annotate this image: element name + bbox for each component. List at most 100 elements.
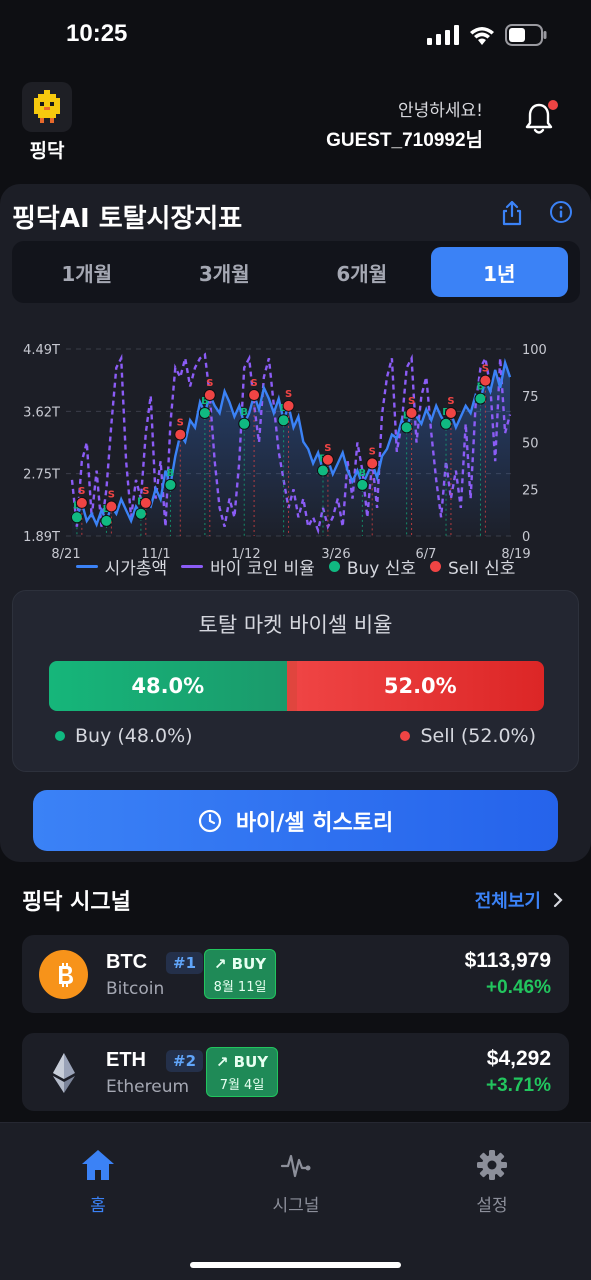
x-tick: 11/1 [141, 547, 170, 562]
tab-6-months[interactable]: 6개월 [336, 261, 388, 286]
ratio-bar: 48.0% 52.0% [49, 661, 544, 711]
sell-signal-marker [174, 428, 187, 441]
market-title: 핑닥AI 토탈시장지표 [12, 204, 243, 234]
sell-segment: 52.0% [296, 661, 544, 711]
y-left-tick: 4.49T [23, 343, 60, 358]
sell-signal-label: S [285, 389, 292, 400]
home-icon [82, 1150, 114, 1180]
buy-segment: 48.0% [49, 661, 287, 711]
notification-button[interactable] [524, 100, 560, 140]
y-right-tick: 100 [522, 343, 547, 358]
sell-signal-label: S [206, 378, 213, 389]
buy-sell-ratio-panel: 토탈 마켓 바이셀 비율 48.0% 52.0% Buy (48.0%) Sel… [12, 590, 579, 772]
app-logo[interactable] [22, 82, 72, 132]
market-cap-area [72, 362, 510, 536]
sell-ratio-legend: Sell (52.0%) [400, 725, 536, 747]
sell-signal-label: S [369, 446, 376, 457]
app-header: 핑닥 안녕하세요! GUEST_710992님 [0, 70, 591, 180]
buy-signal-label: B [201, 396, 209, 407]
buy-coin-ratio-line [70, 352, 512, 535]
buy-signal-marker [198, 407, 211, 420]
nav-settings[interactable]: 설정 [432, 1145, 552, 1216]
chick-logo-icon [34, 90, 60, 123]
signal-card-btc[interactable]: BTC #1 Bitcoin ↗ BUY 8월 11일 $113,979 +0.… [22, 935, 569, 1013]
buy-signal-marker [316, 464, 329, 477]
buy-signal-marker [164, 478, 177, 491]
buy-signal-marker [238, 417, 251, 430]
status-icons [427, 24, 547, 46]
status-bar: 10:25 [0, 0, 591, 70]
greeting-text: 안녕하세요! [397, 101, 483, 121]
sell-signal-label: S [250, 378, 257, 389]
clock: 10:25 [66, 20, 128, 47]
buy-signal-label: B [167, 468, 175, 479]
y-left-tick: 3.62T [23, 405, 60, 420]
period-tabs: 1개월 3개월 6개월 1년 [12, 241, 580, 303]
sell-signal-label: S [108, 490, 115, 501]
pulse-icon [280, 1154, 311, 1178]
signal-icon [427, 25, 459, 45]
nav-home[interactable]: 홈 [38, 1145, 158, 1216]
notification-badge [548, 100, 558, 110]
coin-name: Ethereum [106, 1077, 190, 1097]
view-all-link[interactable]: 전체보기 [475, 887, 563, 913]
bottom-navigation: 홈 시그널 [0, 1122, 591, 1280]
info-icon[interactable] [549, 200, 573, 224]
username: GUEST_710992님 [326, 130, 483, 151]
y-left-tick: 1.89T [23, 530, 60, 545]
share-icon[interactable] [501, 200, 523, 226]
tab-1-month[interactable]: 1개월 [61, 261, 113, 286]
chevron-right-icon [553, 892, 563, 908]
buy-signal-marker [134, 507, 147, 520]
nav-signals[interactable]: 시그널 [236, 1145, 356, 1216]
coin-rank: #2 [166, 1050, 204, 1072]
market-indicator-card: 핑닥AI 토탈시장지표 1개월 3개월 6개월 1년 1.89T 2.75T 3.6… [0, 184, 591, 862]
sell-signal-label: S [324, 443, 331, 454]
sell-signal-label: S [177, 418, 184, 429]
card-actions [501, 200, 573, 226]
buy-signal-marker [400, 421, 413, 434]
sell-signal-marker [105, 500, 118, 513]
sell-signal-marker [321, 453, 334, 466]
coin-name: Bitcoin [106, 979, 165, 999]
gear-icon [477, 1150, 507, 1180]
tab-3-months[interactable]: 3개월 [198, 261, 250, 286]
sell-signal-marker [75, 496, 88, 509]
x-tick: 8/19 [501, 547, 530, 562]
y-right-tick: 25 [522, 483, 539, 498]
sell-signal-marker [444, 407, 457, 420]
legend-market-cap: 시가총액 [75, 554, 167, 579]
y-left-tick: 2.75T [23, 468, 60, 483]
ratio-divider [286, 661, 297, 711]
signal-card-eth[interactable]: ETH #2 Ethereum ↗ BUY 7월 4일 $4,292 +3.71… [22, 1033, 569, 1111]
buy-ratio-legend: Buy (48.0%) [55, 725, 193, 747]
buy-signal-marker [440, 417, 453, 430]
legend-buy-coin-ratio: 바이 코인 비율 [181, 554, 315, 579]
sell-signal-marker [366, 457, 379, 470]
buy-signal-marker [277, 414, 290, 427]
greeting-block: 안녕하세요! GUEST_710992님 [326, 96, 483, 152]
y-right-tick: 0 [522, 530, 530, 545]
chart-legend: 시가총액 바이 코인 비율 Buy 신호 Sell 신호 [0, 554, 591, 579]
ratio-title: 토탈 마켓 바이셀 비율 [198, 613, 393, 637]
bell-icon [525, 103, 553, 134]
market-chart: 1.89T 2.75T 3.62T 4.49T 0 25 50 75 100 8/21 11/1 1/… [23, 343, 547, 562]
x-tick: 8/21 [51, 547, 80, 562]
trend-up-icon: ↗ [215, 1053, 234, 1071]
buy-signal-label: B [240, 407, 248, 418]
clock-icon [198, 809, 221, 832]
coin-price: $113,979 [464, 949, 551, 972]
sell-signal-marker [282, 399, 295, 412]
sell-signal-marker [248, 389, 261, 402]
sell-signal-marker [139, 496, 152, 509]
tab-1-year[interactable]: 1년 [430, 247, 568, 297]
legend-sell-signal: Sell 신호 [430, 554, 515, 579]
trend-up-icon: ↗ [213, 955, 232, 973]
buy-sell-history-button[interactable]: 바이/셀 히스토리 [33, 790, 558, 851]
x-tick: 1/12 [231, 547, 260, 562]
buy-signal-badge: ↗ BUY 8월 11일 [204, 949, 276, 999]
bitcoin-icon [39, 950, 88, 999]
battery-icon [505, 24, 547, 46]
buy-signal-marker [70, 511, 83, 524]
coin-symbol: BTC [106, 951, 148, 973]
